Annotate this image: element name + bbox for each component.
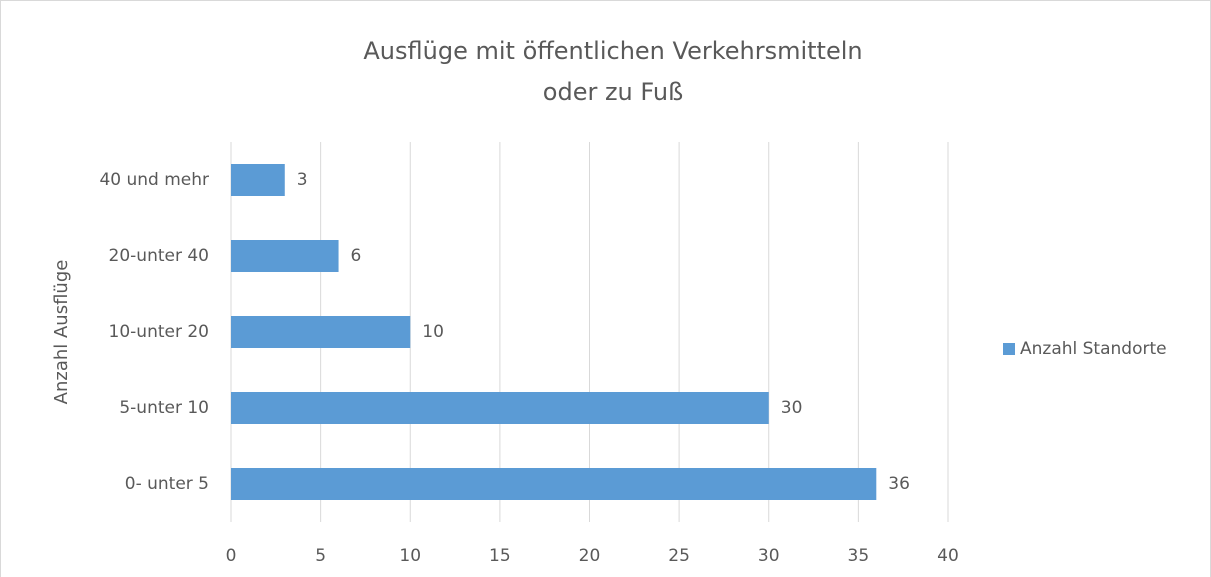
x-tick-label: 0 (226, 546, 237, 566)
y-tick-label: 10-unter 20 (109, 322, 209, 342)
x-tick-label: 25 (668, 546, 690, 566)
x-tick-label: 5 (315, 546, 326, 566)
data-label: 10 (422, 322, 444, 342)
x-tick-label: 10 (399, 546, 421, 566)
y-tick-label: 20-unter 40 (109, 246, 209, 266)
y-tick-label: 5-unter 10 (119, 398, 209, 418)
x-tick-label: 15 (489, 546, 511, 566)
x-tick-label: 35 (848, 546, 870, 566)
bar (231, 468, 877, 500)
data-label: 36 (888, 474, 910, 494)
bar (231, 240, 339, 272)
y-axis-label: Anzahl Ausflüge (51, 260, 72, 405)
bar (231, 316, 411, 348)
x-tick-label: 30 (758, 546, 780, 566)
data-label: 30 (781, 398, 803, 418)
x-tick-label: 40 (937, 546, 959, 566)
legend-swatch (1003, 343, 1015, 355)
bar (231, 164, 285, 196)
legend-label: Anzahl Standorte (1020, 339, 1167, 359)
data-label: 3 (297, 170, 308, 190)
y-tick-label: 0- unter 5 (125, 474, 209, 494)
y-tick-label: 40 und mehr (99, 170, 209, 190)
data-label: 6 (351, 246, 362, 266)
x-tick-label: 20 (579, 546, 601, 566)
chart-title: oder zu Fuß (543, 78, 683, 106)
bar (231, 392, 769, 424)
chart-title: Ausflüge mit öffentlichen Verkehrsmittel… (363, 37, 862, 65)
